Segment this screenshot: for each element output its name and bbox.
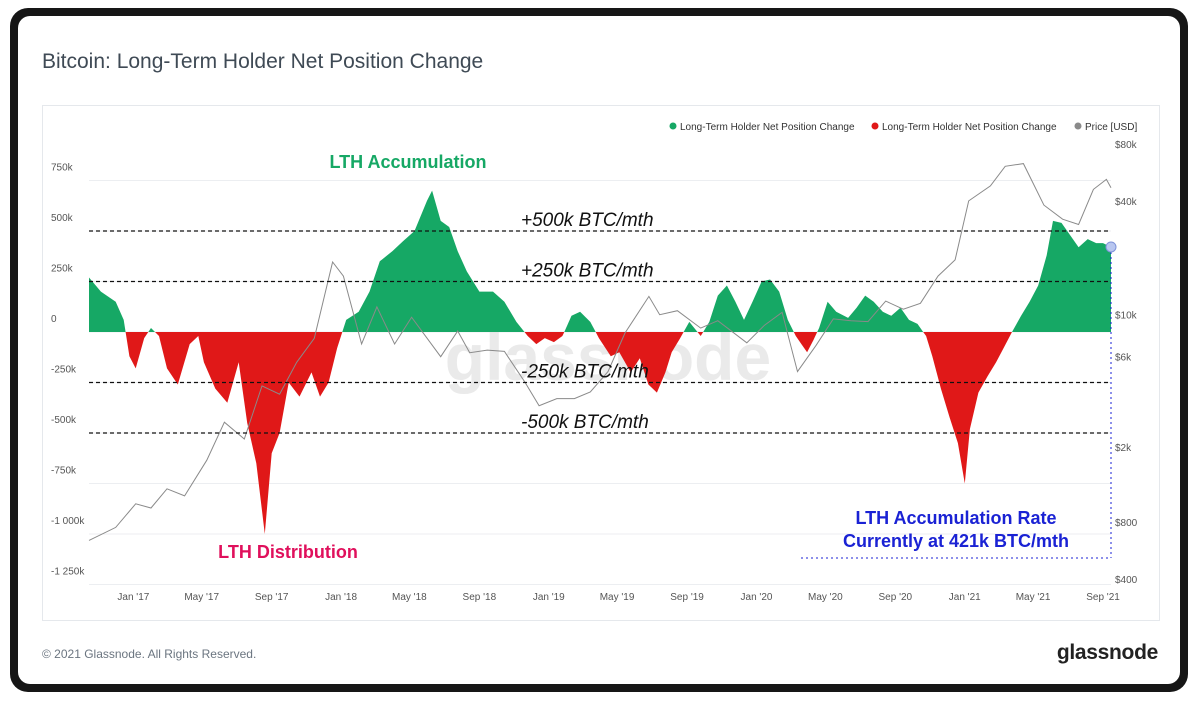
distribution-area xyxy=(793,332,818,353)
copyright-text: © 2021 Glassnode. All Rights Reserved. xyxy=(42,647,257,661)
screenshot-frame: Bitcoin: Long-Term Holder Net Position C… xyxy=(10,8,1188,692)
annotation-text: LTH Distribution xyxy=(218,542,358,562)
price-line xyxy=(88,163,1112,541)
accumulation-area xyxy=(89,277,126,332)
current-value-marker xyxy=(1105,241,1117,253)
legend-dot xyxy=(871,122,879,130)
left-tick-label: -1 000k xyxy=(51,516,85,527)
right-axis-ticks: $80k $40k $10k $6k $2k $800 $400 xyxy=(1115,140,1138,586)
right-tick-label: $10k xyxy=(1115,311,1138,322)
x-tick-label: May '17 xyxy=(184,592,219,603)
left-tick-label: 500k xyxy=(51,213,74,224)
distribution-area xyxy=(923,332,1012,484)
left-tick-label: 750k xyxy=(51,163,74,174)
legend: Long-Term Holder Net Position Change Long… xyxy=(669,122,1137,133)
right-tick-label: $400 xyxy=(1115,575,1138,586)
right-tick-label: $6k xyxy=(1115,353,1132,364)
accumulation-area xyxy=(703,279,794,332)
chart-title: Bitcoin: Long-Term Holder Net Position C… xyxy=(42,50,484,73)
distribution-area xyxy=(697,332,704,336)
annotation-text: LTH Accumulation xyxy=(330,152,487,172)
accumulation-area xyxy=(683,321,698,332)
left-tick-label: 250k xyxy=(51,264,74,275)
x-tick-label: Sep '20 xyxy=(879,592,913,603)
reference-line-label: -250k BTC/mth xyxy=(521,362,649,383)
x-tick-label: May '19 xyxy=(600,592,635,603)
legend-dot xyxy=(1074,122,1082,130)
accumulation-area xyxy=(148,328,155,332)
x-tick-label: Jan '21 xyxy=(949,592,981,603)
right-tick-label: $80k xyxy=(1115,140,1138,151)
glassnode-logo[interactable]: glassnode xyxy=(1056,641,1158,664)
x-tick-label: Sep '21 xyxy=(1086,592,1120,603)
chart-svg: glassnode +500k BTC/mth+250k BTC/mth-250… xyxy=(51,122,1138,603)
annotations: LTH Accumulation LTH Distribution LTH Accu… xyxy=(218,152,1069,562)
legend-dot xyxy=(669,122,677,130)
left-tick-label: -1 250k xyxy=(51,567,85,578)
plot-container: glassnode +500k BTC/mth +250k BTC/mth -250… xyxy=(42,105,1160,621)
price-line-group xyxy=(88,163,1112,541)
x-tick-label: Sep '18 xyxy=(463,592,497,603)
x-tick-label: Jan '18 xyxy=(325,592,357,603)
accumulation-area xyxy=(1012,220,1111,332)
accumulation-area xyxy=(342,190,525,332)
chart-card: Bitcoin: Long-Term Holder Net Position C… xyxy=(18,16,1180,684)
right-tick-label: $2k xyxy=(1115,443,1132,454)
legend-label: Long-Term Holder Net Position Change xyxy=(882,122,1057,133)
reference-line-label: +500k BTC/mth xyxy=(521,210,654,231)
left-axis-ticks: 750k 500k 250k 0 -250k -500k -750k -1 000k -1 25… xyxy=(51,163,85,578)
reference-line-label: -500k BTC/mth xyxy=(521,412,649,433)
left-tick-label: -750k xyxy=(51,466,77,477)
left-tick-label: -250k xyxy=(51,365,77,376)
accumulation-area xyxy=(817,295,924,332)
distribution-area xyxy=(125,332,149,369)
legend-label: Price [USD] xyxy=(1085,122,1137,133)
distribution-area xyxy=(524,332,565,345)
x-tick-label: Sep '17 xyxy=(255,592,289,603)
reference-lines: +500k BTC/mth +250k BTC/mth -250k BTC/mth -… xyxy=(89,210,1117,559)
distribution-area xyxy=(595,332,684,393)
left-tick-label: 0 xyxy=(51,314,57,325)
right-tick-label: $800 xyxy=(1115,518,1138,529)
net-position-areas xyxy=(89,190,1111,534)
x-tick-label: Jan '19 xyxy=(533,592,565,603)
left-tick-label: -500k xyxy=(51,415,77,426)
right-tick-label: $40k xyxy=(1115,197,1138,208)
x-tick-label: Jan '20 xyxy=(741,592,773,603)
annotation-text: Currently at 421k BTC/mth xyxy=(843,531,1069,551)
x-tick-label: Jan '17 xyxy=(117,592,149,603)
x-tick-label: May '18 xyxy=(392,592,427,603)
accumulation-area xyxy=(564,311,596,332)
annotation-text: LTH Accumulation Rate xyxy=(855,508,1056,528)
legend-label: Long-Term Holder Net Position Change xyxy=(680,122,855,133)
x-tick-label: Sep '19 xyxy=(670,592,704,603)
reference-line-label: +250k BTC/mth xyxy=(521,261,654,282)
x-axis-ticks: Jan '17 May '17 Sep '17 Jan '18 May '18 Sep '… xyxy=(117,592,1120,603)
x-tick-label: May '21 xyxy=(1016,592,1051,603)
x-tick-label: May '20 xyxy=(808,592,843,603)
